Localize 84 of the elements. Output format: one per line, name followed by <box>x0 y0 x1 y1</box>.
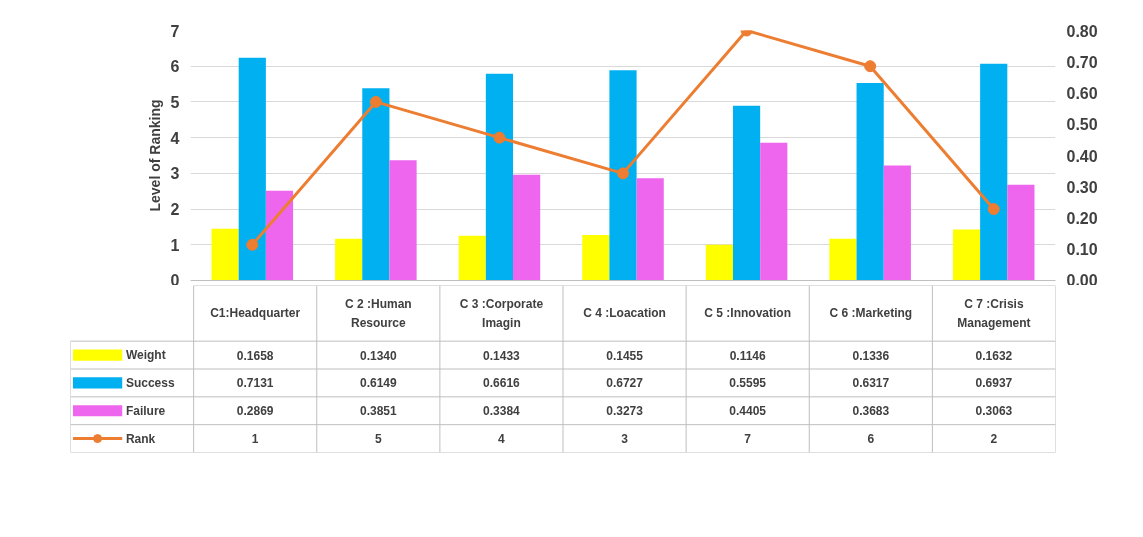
y2-tick-label: 0.40 <box>1066 147 1098 165</box>
data-label: 0.3273 <box>606 404 644 419</box>
point <box>987 203 1000 216</box>
data-label: 0.1433 <box>483 348 521 363</box>
bar <box>458 235 486 281</box>
y-tick-label: 1 <box>170 236 180 254</box>
data-label: 3 <box>621 432 629 447</box>
bar <box>856 83 884 281</box>
y-tick-label: 0 <box>170 271 180 289</box>
bar <box>211 228 239 281</box>
data-label: 0.3851 <box>359 404 397 419</box>
data-label: 6 <box>867 432 875 447</box>
bar <box>1007 184 1035 281</box>
y2-tick-label: 0.80 <box>1066 22 1098 40</box>
x-tick-label: C 6 :Marketing <box>829 306 913 321</box>
x-tick-label: C 2 :Human Resource <box>344 296 412 331</box>
data-label: 0.6616 <box>483 376 521 391</box>
bar <box>705 244 733 281</box>
y-tick-label: 4 <box>170 129 180 147</box>
bar <box>829 238 857 281</box>
data-label: 7 <box>744 432 752 447</box>
data-label: 4 <box>498 432 506 447</box>
x-tick-label: C 3 :Corporate Imagin <box>459 296 544 331</box>
y2-tick-label: 0.20 <box>1066 210 1098 227</box>
data-label: 0.1658 <box>236 348 274 363</box>
data-label: 0.6727 <box>606 376 644 391</box>
data-label: 0.1146 <box>729 348 767 363</box>
bar <box>636 178 664 281</box>
data-label: 1 <box>251 432 259 447</box>
y2-tick-label: 0.10 <box>1066 241 1098 259</box>
point <box>493 131 506 144</box>
point <box>369 95 382 108</box>
y2-tick-label: 0.50 <box>1066 116 1098 134</box>
point <box>617 167 629 180</box>
bar <box>952 229 981 281</box>
data-label: 0.3683 <box>852 404 890 419</box>
y-tick-label: 7 <box>170 22 180 40</box>
y-axis-title: Level of Ranking <box>146 99 163 212</box>
y2-tick-label: 0.70 <box>1066 53 1098 71</box>
legend-label: Success <box>125 375 175 390</box>
data-label: 2 <box>990 432 998 447</box>
bar <box>335 238 363 281</box>
data-label: 0.2869 <box>236 404 274 419</box>
x-tick-label: C 4 :Loacation <box>583 306 666 321</box>
bar <box>238 57 266 281</box>
x-tick-label: C 5 :Innovation <box>704 306 792 321</box>
y-tick-label: 5 <box>170 93 180 111</box>
x-tick-label: C 7 :Crisis Management <box>957 296 1031 331</box>
data-label: 0.4405 <box>729 404 767 419</box>
data-label: 0.6937 <box>975 376 1013 391</box>
data-label: 5 <box>374 432 382 447</box>
y-tick-label: 6 <box>170 58 180 76</box>
bar <box>883 165 911 281</box>
bar <box>265 190 294 281</box>
data-label: 0.6149 <box>359 376 397 391</box>
data-label: 0.1632 <box>975 348 1013 363</box>
bar <box>732 105 761 281</box>
data-label: 0.1455 <box>606 348 644 363</box>
y-tick-label: 2 <box>170 201 180 219</box>
data-label: 0.1340 <box>359 348 397 363</box>
bar <box>582 235 610 281</box>
bar <box>760 142 788 281</box>
legend-label: Weight <box>125 348 166 363</box>
bar <box>980 63 1008 281</box>
legend-label: Failure <box>125 403 166 418</box>
data-label: 0.6317 <box>852 376 890 391</box>
data-label: 0.5595 <box>729 376 767 391</box>
data-label: 0.1336 <box>852 348 890 363</box>
data-label: 0.3063 <box>975 404 1013 419</box>
x-tick-label: C1:Headquarter <box>210 306 301 321</box>
y-tick-label: 3 <box>170 165 180 183</box>
bar <box>513 174 541 281</box>
data-label: 0.7131 <box>236 376 274 391</box>
point <box>864 60 877 73</box>
y2-tick-label: 0.00 <box>1066 271 1098 289</box>
bar <box>485 73 514 281</box>
bar <box>389 160 417 281</box>
data-label: 0.3384 <box>483 404 521 419</box>
bar <box>609 70 637 281</box>
bar <box>362 88 390 281</box>
y2-tick-label: 0.60 <box>1066 85 1098 102</box>
legend-label: Rank <box>125 431 156 446</box>
y2-tick-label: 0.30 <box>1066 178 1098 196</box>
point <box>246 238 259 251</box>
